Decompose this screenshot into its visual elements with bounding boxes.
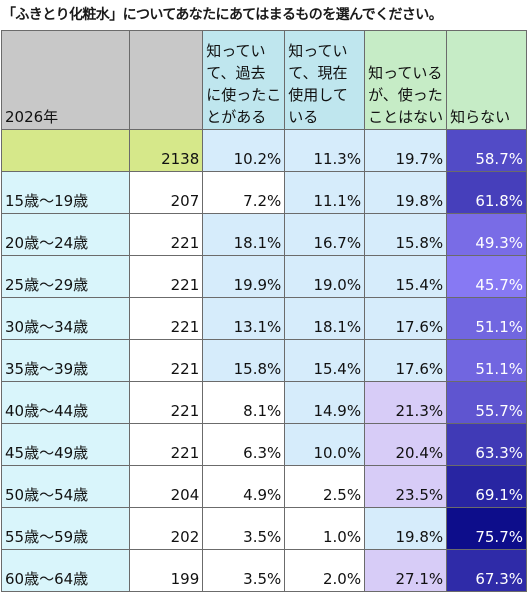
header-row: 2026年 知っていて、過去に使ったことがある 知っていて、現在使用している 知… [1,30,527,130]
column-header-line: 使用して [288,86,348,104]
data-cell: 27.1% [364,549,448,592]
row-label: 15歳～19歳 [1,171,130,214]
data-cell: 75.7% [446,507,527,550]
data-cell: 55.7% [446,381,527,424]
data-cell: 4.9% [202,465,286,508]
data-cell: 3.5% [202,507,286,550]
data-cell: 11.3% [284,129,366,172]
data-cell: 23.5% [364,465,448,508]
column-header: 知っていて、過去に使ったことがある [202,30,286,130]
data-cell: 17.6% [364,339,448,382]
column-header-line: に使ったこ [206,86,282,104]
sample-size: 221 [128,213,204,256]
row-label: 45歳～49歳 [1,423,130,466]
table-row: 50歳～54歳 204 4.9% 2.5% 23.5% 69.1% [1,465,527,508]
column-header-line: いる [288,108,319,126]
table-row: 60歳～64歳 199 3.5% 2.0% 27.1% 67.3% [1,549,527,592]
row-label: 55歳～59歳 [1,507,130,550]
data-cell: 1.0% [284,507,366,550]
row-label [1,129,130,172]
data-cell: 21.3% [364,381,448,424]
data-cell: 18.1% [284,297,366,340]
row-label: 35歳～39歳 [1,339,130,382]
data-cell: 49.3% [446,213,527,256]
data-cell: 58.7% [446,129,527,172]
data-cell: 16.7% [284,213,366,256]
column-header-line: ことはない [368,108,444,126]
data-cell: 10.2% [202,129,286,172]
sample-size: 207 [128,171,204,214]
data-cell: 19.9% [202,255,286,298]
data-cell: 7.2% [202,171,286,214]
sample-size: 221 [128,255,204,298]
column-header-line: 知ってい [206,42,266,60]
table-row: 45歳～49歳 221 6.3% 10.0% 20.4% 63.3% [1,423,527,466]
total-row: 2138 10.2% 11.3% 19.7% 58.7% [1,129,527,172]
data-cell: 11.1% [284,171,366,214]
data-cell: 45.7% [446,255,527,298]
data-cell: 61.8% [446,171,527,214]
data-cell: 20.4% [364,423,448,466]
data-cell: 15.4% [364,255,448,298]
data-cell: 14.9% [284,381,366,424]
sample-size: 199 [128,549,204,592]
data-cell: 2.5% [284,465,366,508]
table-body: 2138 10.2% 11.3% 19.7% 58.7% 15歳～19歳 207 7.2% 11… [1,129,527,592]
column-header-line: 知らない [450,108,511,126]
column-header-line: が、使った [368,86,443,104]
data-cell: 13.1% [202,297,286,340]
data-cell: 19.7% [364,129,448,172]
data-cell: 19.8% [364,507,448,550]
data-cell: 18.1% [202,213,286,256]
row-label: 25歳～29歳 [1,255,130,298]
column-header: 知っていて、現在使用している [284,30,366,130]
data-cell: 2.0% [284,549,366,592]
column-header-line: とがある [206,108,267,126]
column-header-line: 知ってい [288,42,348,60]
data-cell: 8.1% [202,381,286,424]
table-row: 30歳～34歳 221 13.1% 18.1% 17.6% 51.1% [1,297,527,340]
data-cell: 6.3% [202,423,286,466]
column-header: 知っているが、使ったことはない [364,30,448,130]
row-label: 60歳～64歳 [1,549,130,592]
n-header [128,30,204,130]
table-row: 20歳～24歳 221 18.1% 16.7% 15.8% 49.3% [1,213,527,256]
table-row: 15歳～19歳 207 7.2% 11.1% 19.8% 61.8% [1,171,527,214]
column-header-line: て、現在 [288,64,348,82]
data-cell: 51.1% [446,339,527,382]
sample-size: 204 [128,465,204,508]
data-table: 2026年 知っていて、過去に使ったことがある 知っていて、現在使用している 知… [1,30,527,592]
sample-size: 2138 [128,129,204,172]
table-row: 40歳～44歳 221 8.1% 14.9% 21.3% 55.7% [1,381,527,424]
data-cell: 15.8% [202,339,286,382]
corner-label: 2026年 [1,30,130,130]
sample-size: 221 [128,381,204,424]
table-row: 25歳～29歳 221 19.9% 19.0% 15.4% 45.7% [1,255,527,298]
sample-size: 221 [128,297,204,340]
sample-size: 221 [128,423,204,466]
data-cell: 51.1% [446,297,527,340]
data-cell: 69.1% [446,465,527,508]
row-label: 20歳～24歳 [1,213,130,256]
data-cell: 67.3% [446,549,527,592]
data-cell: 15.8% [364,213,448,256]
sample-size: 202 [128,507,204,550]
data-cell: 19.0% [284,255,366,298]
sample-size: 221 [128,339,204,382]
data-cell: 3.5% [202,549,286,592]
table-row: 55歳～59歳 202 3.5% 1.0% 19.8% 75.7% [1,507,527,550]
data-cell: 10.0% [284,423,366,466]
data-cell: 19.8% [364,171,448,214]
column-header-line: て、過去 [206,64,266,82]
row-label: 40歳～44歳 [1,381,130,424]
column-header: 知らない [446,30,527,130]
row-label: 50歳～54歳 [1,465,130,508]
data-cell: 17.6% [364,297,448,340]
data-cell: 15.4% [284,339,366,382]
data-cell: 63.3% [446,423,527,466]
table-title: 「ふきとり化粧水」についてあなたにあてはまるものを選んでください。 [2,7,443,23]
column-header-line: 知っている [368,64,443,82]
table-row: 35歳～39歳 221 15.8% 15.4% 17.6% 51.1% [1,339,527,382]
row-label: 30歳～34歳 [1,297,130,340]
